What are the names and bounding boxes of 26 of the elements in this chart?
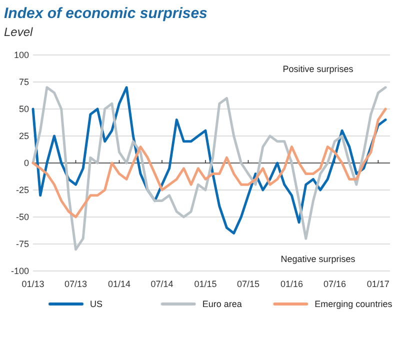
x-tick-label: 07/16 xyxy=(323,279,346,289)
y-tick-label: 75 xyxy=(18,77,29,88)
legend-label: US xyxy=(90,299,103,310)
x-tick-label: 01/15 xyxy=(194,279,217,289)
line-series xyxy=(32,108,387,218)
x-tick-label: 07/13 xyxy=(64,279,88,289)
y-tick-label: 0 xyxy=(24,158,29,168)
chart-title: Index of economic surprises xyxy=(4,5,208,22)
x-tick-label: 01/13 xyxy=(22,279,44,289)
y-tick-label: -50 xyxy=(16,212,29,222)
x-tick-label: 07/15 xyxy=(236,279,260,289)
x-tick-label: 07/14 xyxy=(150,279,174,289)
x-tick-label: 01/16 xyxy=(280,279,303,289)
y-tick-label: 50 xyxy=(18,104,29,114)
y-tick-label: 25 xyxy=(18,131,29,142)
legend-label: Euro area xyxy=(202,299,242,310)
x-tick-label: 01/14 xyxy=(108,279,131,289)
y-tick-label: -75 xyxy=(16,239,29,250)
legend-label: Emerging countries xyxy=(314,299,393,310)
y-tick-label: 100 xyxy=(14,50,29,60)
chart-subtitle: Level xyxy=(4,25,34,39)
y-tick-label: -100 xyxy=(10,266,29,276)
annotation: Positive surprises xyxy=(282,64,354,74)
y-tick-label: -25 xyxy=(16,185,29,196)
x-tick-label: 01/17 xyxy=(366,279,390,289)
annotation: Negative surprises xyxy=(280,254,356,264)
